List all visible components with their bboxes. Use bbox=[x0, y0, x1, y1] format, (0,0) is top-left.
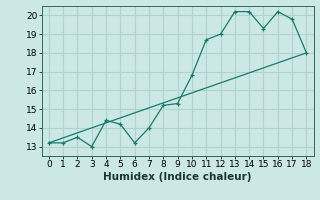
X-axis label: Humidex (Indice chaleur): Humidex (Indice chaleur) bbox=[103, 172, 252, 182]
